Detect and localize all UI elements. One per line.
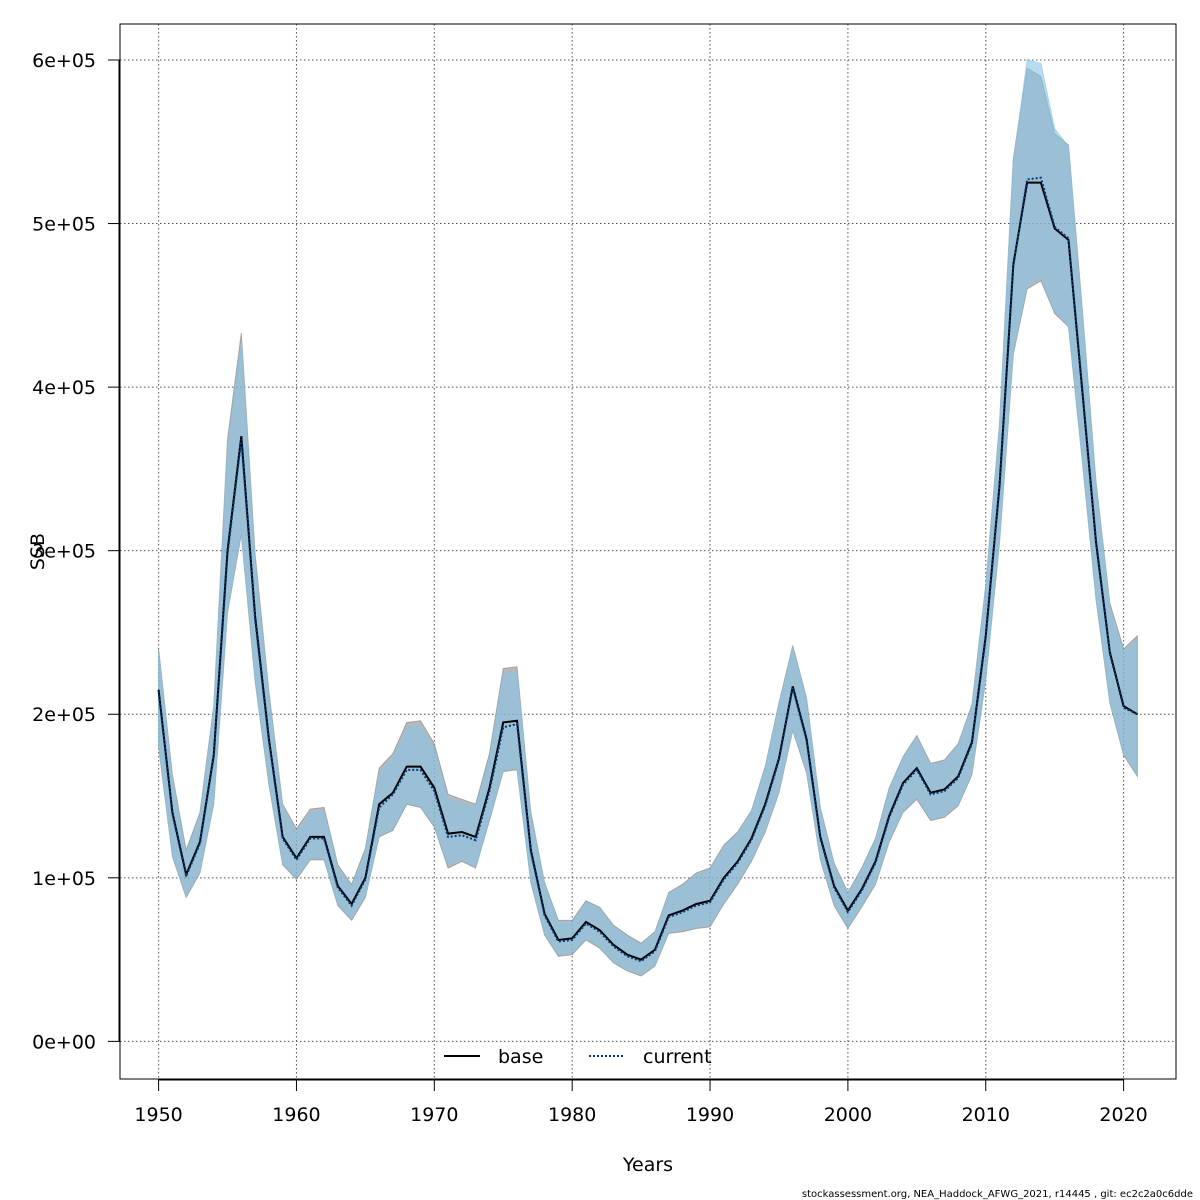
x-tick-label: 2020 bbox=[1099, 1104, 1147, 1126]
y-tick-label: 2e+05 bbox=[32, 704, 96, 726]
y-tick-label: 0e+00 bbox=[32, 1031, 96, 1053]
x-tick-label: 2000 bbox=[824, 1104, 872, 1126]
y-tick-label: 4e+05 bbox=[32, 377, 96, 399]
plot-frame bbox=[119, 23, 1177, 1080]
x-tick-label: 1990 bbox=[686, 1104, 734, 1126]
y-tick-label: 6e+05 bbox=[32, 50, 96, 72]
x-tick-label: 1960 bbox=[272, 1104, 320, 1126]
legend: base current bbox=[444, 1046, 712, 1068]
x-axis: 1950 1960 1970 1980 1990 2000 2010 2020 bbox=[134, 1079, 1148, 1126]
legend-label-base: base bbox=[498, 1046, 543, 1068]
band-current bbox=[158, 59, 1138, 975]
line-base bbox=[157, 181, 1138, 961]
footer-credit: stockassessment.org, NEA_Haddock_AFWG_20… bbox=[802, 1189, 1193, 1200]
y-axis-title: SSB bbox=[27, 533, 49, 570]
legend-label-current: current bbox=[643, 1046, 712, 1068]
x-tick-label: 2010 bbox=[962, 1104, 1010, 1126]
y-tick-label: 3e+05 bbox=[32, 541, 96, 563]
x-tick-label: 1950 bbox=[134, 1104, 182, 1126]
series-lines bbox=[157, 176, 1138, 963]
x-tick-label: 1970 bbox=[410, 1104, 458, 1126]
y-tick-label: 5e+05 bbox=[32, 214, 96, 236]
y-axis: 0e+00 1e+05 2e+05 3e+05 4e+05 5e+05 6e+05 bbox=[32, 50, 120, 1053]
confidence-bands bbox=[158, 59, 1138, 977]
line-current bbox=[157, 176, 1138, 963]
x-axis-title: Years bbox=[622, 1154, 673, 1176]
y-tick-label: 1e+05 bbox=[32, 868, 96, 890]
x-tick-label: 1980 bbox=[548, 1104, 596, 1126]
